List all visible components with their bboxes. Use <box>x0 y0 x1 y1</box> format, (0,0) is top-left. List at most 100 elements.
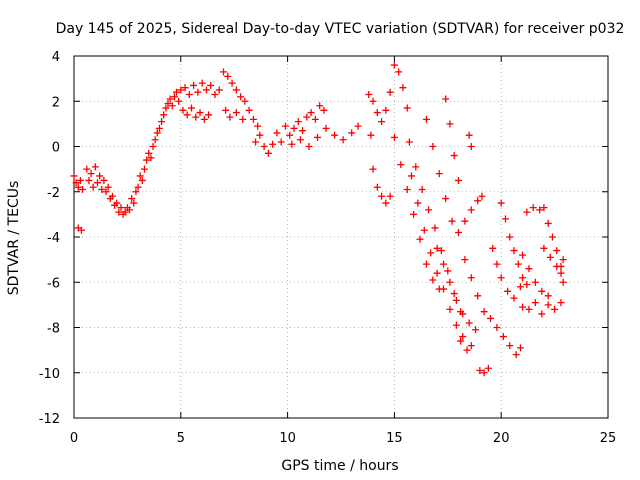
data-point <box>254 122 262 130</box>
data-point <box>429 143 437 150</box>
data-point <box>446 305 454 313</box>
data-point <box>531 299 539 307</box>
data-point <box>416 235 424 243</box>
grid-lines <box>74 56 608 418</box>
data-point <box>506 342 514 350</box>
data-point <box>160 111 168 119</box>
data-point <box>87 170 95 178</box>
data-point <box>525 265 533 273</box>
data-point <box>382 199 390 207</box>
x-tick-label: 10 <box>279 431 296 446</box>
data-point <box>147 154 155 162</box>
data-point <box>83 165 91 173</box>
data-point <box>96 172 104 180</box>
x-tick-label: 0 <box>70 431 78 446</box>
data-point <box>478 192 486 200</box>
data-point <box>510 247 518 255</box>
data-point <box>269 140 277 148</box>
data-point <box>354 122 362 130</box>
data-point <box>138 176 146 184</box>
data-point <box>472 326 480 334</box>
data-point <box>77 226 85 234</box>
data-point <box>170 93 178 101</box>
data-point <box>510 294 518 302</box>
data-point <box>427 249 435 257</box>
data-point <box>467 206 475 214</box>
data-point <box>296 136 304 144</box>
y-tick-label: -10 <box>39 367 60 382</box>
data-point <box>516 344 524 352</box>
data-point <box>559 278 567 286</box>
data-point <box>123 204 131 212</box>
data-point <box>461 256 469 264</box>
data-point <box>557 269 565 277</box>
data-point <box>529 204 537 212</box>
data-point <box>499 333 507 341</box>
data-point <box>307 109 315 117</box>
data-point <box>369 165 377 173</box>
y-tick-label: -8 <box>47 322 60 337</box>
data-point <box>100 176 108 184</box>
data-point <box>467 342 475 350</box>
data-point <box>407 172 415 180</box>
data-point <box>557 299 565 307</box>
data-point <box>207 81 215 89</box>
data-point <box>311 115 319 123</box>
data-point <box>538 287 546 295</box>
data-point <box>70 172 78 180</box>
data-point <box>130 199 138 207</box>
data-point <box>403 104 411 112</box>
data-point <box>102 188 110 196</box>
data-point <box>405 138 413 146</box>
data-point <box>523 281 531 289</box>
data-point <box>516 283 524 291</box>
data-point <box>414 199 422 207</box>
data-point <box>237 93 245 101</box>
data-point <box>222 106 230 114</box>
x-tick-label: 15 <box>386 431 403 446</box>
data-point <box>89 183 97 191</box>
data-point <box>480 308 488 316</box>
data-point <box>465 319 473 327</box>
data-point <box>215 86 223 94</box>
x-tick-label: 25 <box>600 431 617 446</box>
data-point <box>205 111 213 119</box>
data-point <box>557 262 565 270</box>
data-point <box>433 269 441 277</box>
data-point <box>553 247 561 255</box>
y-tick-label: -4 <box>47 231 60 246</box>
x-tick-label: 5 <box>177 431 185 446</box>
data-point <box>373 109 381 117</box>
data-point <box>425 206 433 214</box>
data-point <box>198 79 206 87</box>
data-point <box>226 113 234 121</box>
data-point <box>115 208 123 216</box>
data-point <box>348 129 356 137</box>
data-point <box>493 324 501 331</box>
data-point <box>322 124 330 132</box>
data-point <box>74 183 82 191</box>
data-point <box>151 136 159 144</box>
y-tick-label: -12 <box>39 412 60 427</box>
x-axis: 0 5 10 15 20 25 <box>70 56 616 446</box>
data-point <box>158 118 166 126</box>
data-point <box>446 278 454 286</box>
data-point <box>506 233 514 241</box>
data-point <box>390 61 398 69</box>
data-point <box>531 278 539 286</box>
data-point <box>106 195 114 203</box>
data-point <box>474 292 482 300</box>
data-point <box>288 140 296 148</box>
data-point <box>397 161 405 169</box>
data-point <box>183 111 191 119</box>
data-point <box>303 113 311 121</box>
data-point <box>538 310 546 318</box>
y-tick-label: 4 <box>52 50 60 65</box>
data-point <box>452 296 460 304</box>
data-point <box>442 95 450 103</box>
data-point <box>314 133 322 141</box>
data-point <box>168 102 176 110</box>
data-point <box>422 260 430 268</box>
y-tick-label: 0 <box>52 141 60 156</box>
data-point <box>444 267 452 275</box>
